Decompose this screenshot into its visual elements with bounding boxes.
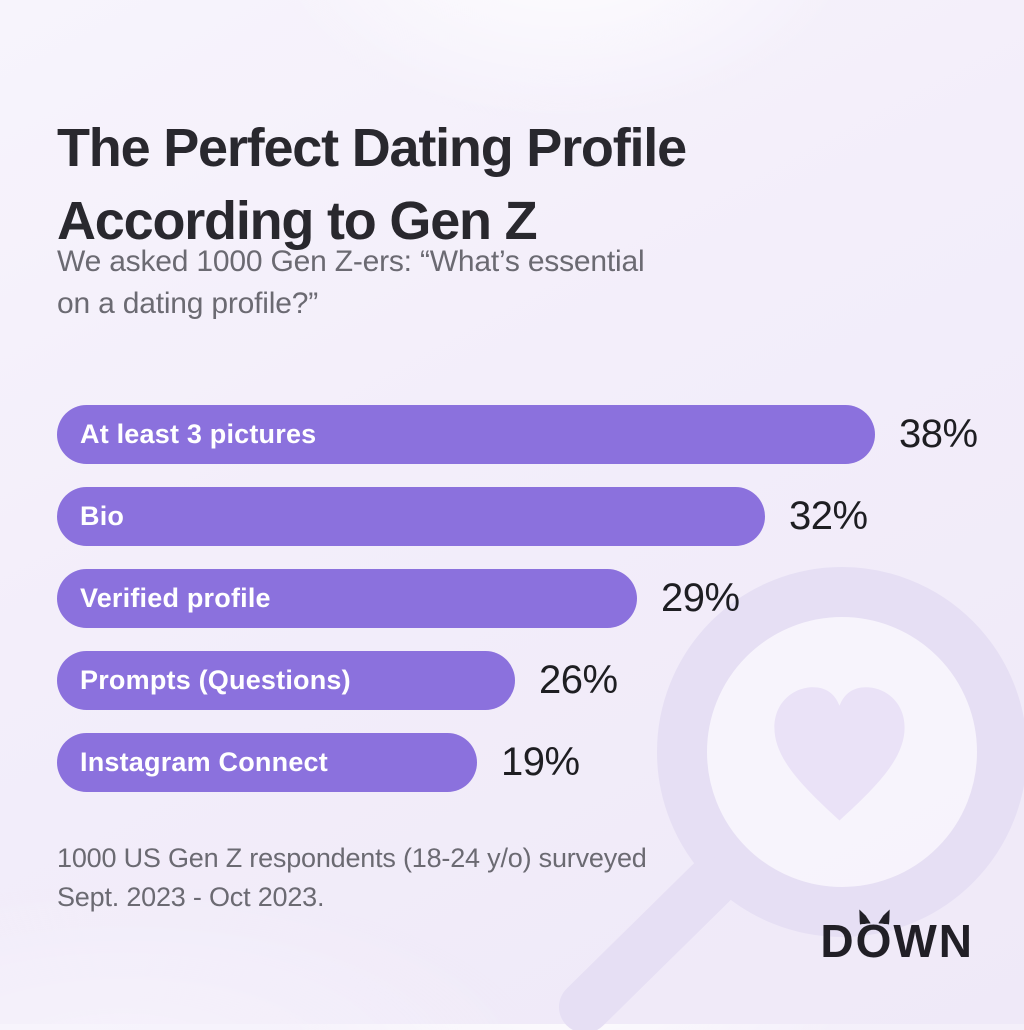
bar-label: Instagram Connect <box>80 747 328 777</box>
subtitle-line-2: on a dating profile?” <box>57 287 318 320</box>
heart-icon <box>774 687 905 821</box>
bar-label: At least 3 pictures <box>80 419 317 449</box>
bar-value: 26% <box>539 658 618 702</box>
bar-label: Prompts (Questions) <box>80 665 351 695</box>
bar-label: Bio <box>80 501 125 531</box>
title-line-2: According to Gen Z <box>57 191 538 252</box>
bar-row: Instagram Connect 19% <box>57 733 987 792</box>
bar-verified-profile: Verified profile <box>57 569 637 628</box>
bar-row: Prompts (Questions) 26% <box>57 651 987 710</box>
page-title: The Perfect Dating Profile According to … <box>57 112 687 258</box>
bar-bio: Bio <box>57 487 765 546</box>
bar-chart: At least 3 pictures 38% Bio 32% Verified… <box>57 405 987 815</box>
footnote-line-1: 1000 US Gen Z respondents (18-24 y/o) su… <box>57 843 647 873</box>
bar-at-least-3-pictures: At least 3 pictures <box>57 405 875 464</box>
down-logo: D O W N <box>820 916 974 966</box>
bar-prompts-questions: Prompts (Questions) <box>57 651 515 710</box>
source-footnote: 1000 US Gen Z respondents (18-24 y/o) su… <box>57 839 647 917</box>
magnifier-handle <box>559 857 737 1030</box>
title-line-1: The Perfect Dating Profile <box>57 118 687 179</box>
bar-row: Verified profile 29% <box>57 569 987 628</box>
subtitle: We asked 1000 Gen Z-ers: “What’s essenti… <box>57 241 645 325</box>
logo-letter-o-with-horns: O <box>856 916 894 966</box>
bar-value: 29% <box>661 576 740 620</box>
bar-value: 38% <box>899 412 978 456</box>
bar-row: Bio 32% <box>57 487 987 546</box>
logo-letter-d: D <box>820 915 856 967</box>
bar-value: 32% <box>789 494 868 538</box>
logo-letter-n: N <box>938 915 974 967</box>
magnifier-heart-watermark <box>559 567 1024 1030</box>
logo-letter-w: W <box>893 915 939 967</box>
subtitle-line-1: We asked 1000 Gen Z-ers: “What’s essenti… <box>57 245 645 278</box>
bar-label: Verified profile <box>80 583 271 613</box>
bar-instagram-connect: Instagram Connect <box>57 733 477 792</box>
footnote-line-2: Sept. 2023 - Oct 2023. <box>57 882 325 912</box>
bar-value: 19% <box>501 740 580 784</box>
bar-row: At least 3 pictures 38% <box>57 405 987 464</box>
